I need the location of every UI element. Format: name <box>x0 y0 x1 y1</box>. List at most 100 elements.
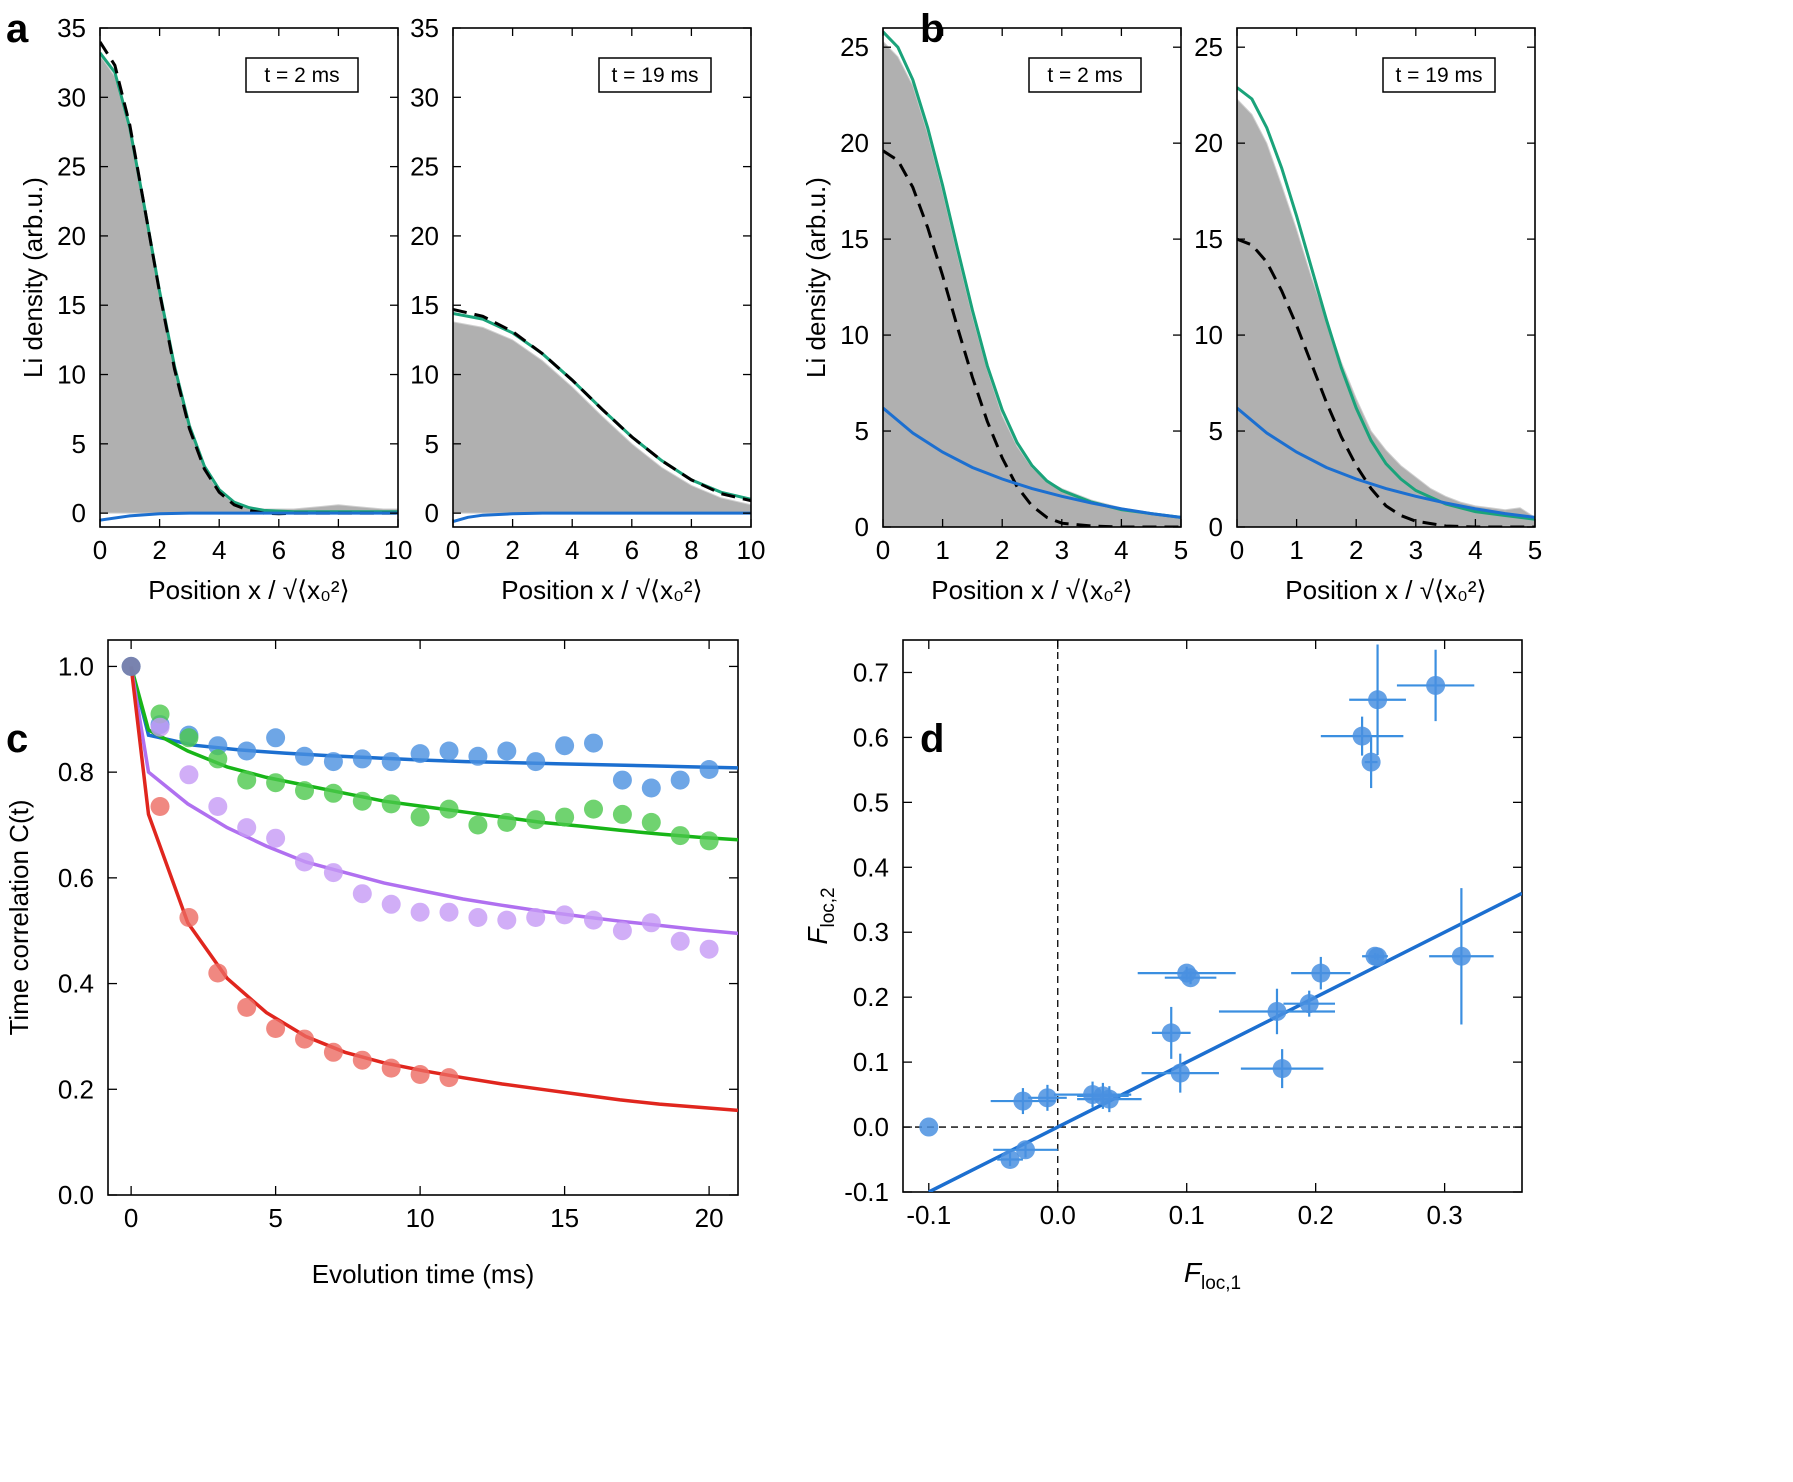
data-point-green <box>150 704 170 724</box>
plot-area <box>903 640 1522 1192</box>
panel-label-d: d <box>920 717 944 761</box>
data-point <box>1426 675 1446 695</box>
x-axis-label: Floc,1 <box>1184 1257 1241 1294</box>
x-tick-label: 5 <box>1174 535 1188 565</box>
dashed-component-curve <box>100 41 398 516</box>
x-tick-label: 20 <box>695 1203 724 1233</box>
x-tick-label: 0.2 <box>1298 1200 1334 1230</box>
data-point-blue <box>526 752 546 772</box>
y-tick-label: 0.8 <box>58 757 94 787</box>
panel-label-a: a <box>6 7 29 51</box>
x-tick-label: 1 <box>1289 535 1303 565</box>
y-tick-label: 5 <box>425 429 439 459</box>
data-point <box>1099 1089 1119 1109</box>
data-point-red <box>266 1019 286 1038</box>
y-tick-label: 35 <box>57 13 86 43</box>
y-tick-label: 0.4 <box>853 852 889 882</box>
data-point <box>1170 1063 1190 1083</box>
y-tick-label: 10 <box>57 360 86 390</box>
y-tick-label: 10 <box>410 360 439 390</box>
data-point-green <box>699 831 719 851</box>
x-tick-label: 2 <box>505 535 519 565</box>
data-point-purple <box>497 910 517 930</box>
data-point-red <box>323 1042 343 1062</box>
density-data-area <box>100 54 398 514</box>
data-point-green <box>237 770 257 790</box>
y-tick-label: 20 <box>410 221 439 251</box>
plot-frame <box>452 27 752 528</box>
data-point-blue <box>381 752 401 772</box>
data-point-blue <box>497 741 517 761</box>
x-tick-label: 2 <box>1349 535 1363 565</box>
x-tick-label: 0.3 <box>1427 1200 1463 1230</box>
data-point-purple <box>555 905 575 925</box>
x-tick-label: 8 <box>684 535 698 565</box>
data-point-blue <box>295 746 315 766</box>
y-axis-label-sub: loc,2 <box>818 887 839 927</box>
fit-curve-red <box>129 666 738 1113</box>
data-point <box>919 1117 939 1137</box>
y-tick-label: 15 <box>840 224 869 254</box>
y-tick-label: 0 <box>1209 512 1223 542</box>
data-point-blue <box>584 733 604 753</box>
data-point <box>1013 1091 1033 1111</box>
y-tick-label: 25 <box>1194 32 1223 62</box>
correlation-plot: 0 5 10 15 20 0.0 0.2 0.4 0.6 0.8 1.0 Evolution time… <box>4 639 739 1289</box>
data-point <box>1352 726 1372 746</box>
data-point-green <box>670 826 690 846</box>
x-axis-label: Position x / √⟨x₀²⟩ <box>501 575 702 605</box>
x-tick-label: 0 <box>124 1203 138 1233</box>
data-point-green <box>410 807 430 827</box>
plot-area <box>121 656 738 1113</box>
data-point-blue <box>555 736 575 756</box>
x-tick-label: 8 <box>331 535 345 565</box>
x-tick-label: 0.0 <box>1040 1200 1076 1230</box>
density-data-area <box>1237 98 1535 527</box>
time-label-box <box>1382 57 1496 93</box>
data-point-purple <box>381 894 401 914</box>
data-point-blue <box>352 749 372 769</box>
time-label: t = 19 ms <box>612 64 699 87</box>
y-tick-label: 0 <box>855 512 869 542</box>
data-point-purple <box>410 902 430 922</box>
y-tick-label: 0.6 <box>58 863 94 893</box>
dashed-component-curve <box>453 307 751 503</box>
data-point-green <box>208 749 228 769</box>
time-label-box <box>1028 57 1142 93</box>
data-point <box>1451 946 1471 966</box>
data-point-red <box>150 797 170 816</box>
density-plot-b2: 0 1 2 3 4 5 0 5 10 15 20 25 t = 19 ms Position x / √⟨… <box>1194 27 1542 605</box>
y-tick-label: -0.1 <box>844 1177 889 1207</box>
data-point <box>1368 947 1388 967</box>
data-point-blue <box>699 760 719 779</box>
x-axis-label: Evolution time (ms) <box>312 1259 535 1289</box>
y-tick-label: 0.1 <box>853 1047 889 1077</box>
data-point <box>1361 752 1381 772</box>
data-point <box>1037 1088 1057 1108</box>
y-tick-label: 0.2 <box>853 982 889 1012</box>
total-fit-curve <box>1237 86 1535 521</box>
x-tick-label: 4 <box>1114 535 1128 565</box>
x-tick-label: 0 <box>1230 535 1244 565</box>
data-point-purple <box>208 797 228 816</box>
x-tick-label: 6 <box>625 535 639 565</box>
blue-component-curve <box>1237 406 1535 519</box>
y-tick-label: 5 <box>72 429 86 459</box>
data-point-blue <box>612 770 632 790</box>
data-point-purple <box>526 908 546 927</box>
data-point-blue <box>237 741 257 761</box>
data-point-green <box>439 799 459 819</box>
data-point-green <box>497 812 517 832</box>
y-tick-label: 35 <box>410 13 439 43</box>
data-point-red <box>295 1029 315 1049</box>
y-tick-label: 30 <box>57 82 86 112</box>
data-point-purple <box>295 852 315 872</box>
y-tick-label: 15 <box>57 290 86 320</box>
data-point-purple <box>612 921 632 941</box>
data-point-red <box>208 963 228 983</box>
data-point-green <box>555 807 575 827</box>
y-axis-label: Li density (arb.u.) <box>18 177 48 378</box>
density-data-area <box>453 321 751 514</box>
data-point-green <box>526 810 546 830</box>
